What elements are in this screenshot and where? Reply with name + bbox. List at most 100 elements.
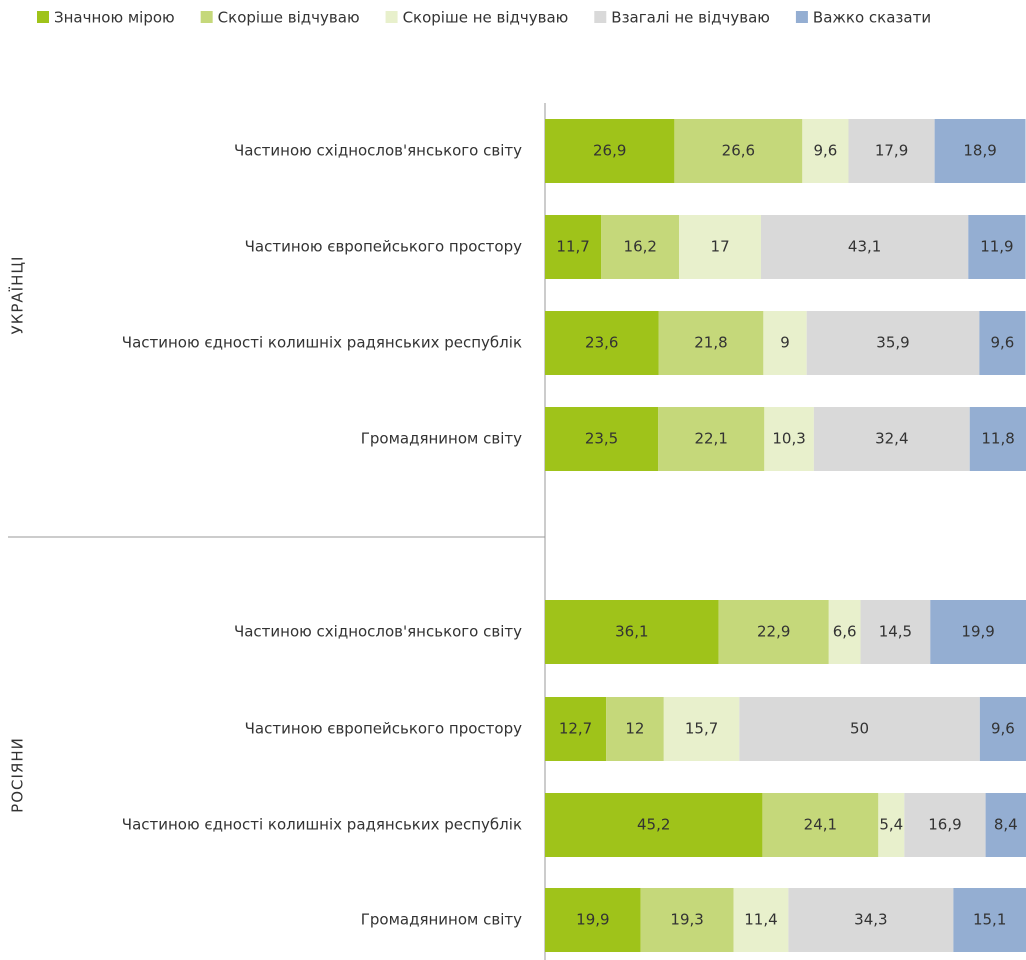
- value-label: 32,4: [875, 430, 908, 448]
- value-label: 43,1: [848, 238, 881, 256]
- bar-segment: [904, 793, 986, 857]
- value-label: 22,9: [757, 623, 790, 641]
- value-label: 8,4: [994, 816, 1018, 834]
- value-label: 36,1: [615, 623, 648, 641]
- bar-segment: [968, 215, 1026, 279]
- bar-segment: [545, 600, 719, 664]
- bar-segment: [860, 600, 931, 664]
- bar-segment: [764, 407, 814, 471]
- value-label: 11,8: [981, 430, 1014, 448]
- value-label: 15,7: [685, 720, 718, 738]
- value-label: 19,9: [961, 623, 994, 641]
- value-label: 21,8: [694, 334, 727, 352]
- bar-segment: [979, 311, 1026, 375]
- bar-segment: [760, 215, 969, 279]
- group-label: УКРАЇНЦІ: [8, 256, 27, 335]
- value-label: 12,7: [559, 720, 592, 738]
- legend-swatch: [37, 11, 49, 23]
- value-label: 22,1: [694, 430, 727, 448]
- value-label: 50: [850, 720, 869, 738]
- category-label: Частиною єдності колишніх радянських рес…: [122, 334, 522, 352]
- value-label: 10,3: [772, 430, 805, 448]
- legend-swatch: [594, 11, 607, 23]
- value-label: 6,6: [833, 623, 857, 641]
- value-label: 34,3: [854, 911, 887, 929]
- value-label: 11,4: [744, 911, 777, 929]
- legend-label: Взагалі не відчуваю: [611, 9, 770, 27]
- bar-segment: [545, 119, 675, 183]
- value-label: 26,9: [593, 142, 626, 160]
- bar-segment: [718, 600, 829, 664]
- legend-swatch: [795, 11, 808, 23]
- bar-segment: [930, 600, 1026, 664]
- bar-segment: [969, 407, 1026, 471]
- bar-segment: [606, 697, 664, 761]
- category-label: Частиною єдності колишніх радянських рес…: [122, 816, 522, 834]
- bar-segment: [762, 793, 879, 857]
- value-label: 19,3: [670, 911, 703, 929]
- value-label: 45,2: [637, 816, 670, 834]
- bar-segment: [848, 119, 935, 183]
- value-label: 9,6: [991, 334, 1015, 352]
- group-label: РОСІЯНИ: [9, 737, 27, 813]
- value-label: 16,9: [928, 816, 961, 834]
- value-label: 11,9: [980, 238, 1013, 256]
- bar-segment: [763, 311, 807, 375]
- bar-segment: [663, 697, 740, 761]
- legend-swatch: [385, 11, 398, 23]
- value-label: 9,6: [813, 142, 837, 160]
- bar-segment: [979, 697, 1026, 761]
- value-label: 23,5: [585, 430, 618, 448]
- value-label: 18,9: [963, 142, 996, 160]
- bar-segment: [985, 793, 1026, 857]
- category-label: Частиною східнослов'янського світу: [234, 623, 522, 641]
- legend-swatch: [200, 11, 213, 23]
- value-label: 5,4: [879, 816, 903, 834]
- bar-segment: [934, 119, 1026, 183]
- bar-segment: [658, 311, 764, 375]
- bar-segment: [640, 888, 734, 952]
- value-label: 14,5: [879, 623, 912, 641]
- bar-segment: [828, 600, 861, 664]
- legend-label: Скоріше не відчуваю: [403, 9, 569, 27]
- bar-segment: [733, 888, 789, 952]
- category-label: Громадянином світу: [361, 430, 522, 448]
- value-label: 17,9: [875, 142, 908, 160]
- value-label: 9,6: [991, 720, 1015, 738]
- value-label: 9: [780, 334, 790, 352]
- bar-segment: [806, 311, 980, 375]
- value-label: 23,6: [585, 334, 618, 352]
- value-label: 11,7: [556, 238, 589, 256]
- bar-segment: [545, 793, 763, 857]
- value-label: 17: [711, 238, 730, 256]
- category-label: Частиною європейського простору: [245, 720, 522, 738]
- value-label: 16,2: [624, 238, 657, 256]
- value-label: 12: [625, 720, 644, 738]
- bar-segment: [739, 697, 980, 761]
- category-label: Частиною східнослов'янського світу: [234, 142, 522, 160]
- legend-label: Скоріше відчуваю: [218, 9, 360, 27]
- bar-segment: [545, 215, 602, 279]
- bar-segment: [674, 119, 803, 183]
- legend-label: Важко сказати: [813, 9, 931, 27]
- bar-segment: [545, 407, 659, 471]
- bar-segment: [878, 793, 905, 857]
- bar-segment: [545, 311, 659, 375]
- value-label: 19,9: [576, 911, 609, 929]
- bar-segment: [788, 888, 954, 952]
- value-label: 24,1: [804, 816, 837, 834]
- bar-segment: [813, 407, 970, 471]
- value-label: 15,1: [973, 911, 1006, 929]
- bar-segment: [679, 215, 761, 279]
- category-label: Громадянином світу: [361, 911, 522, 929]
- bar-segment: [802, 119, 849, 183]
- bar-segment: [545, 888, 641, 952]
- bar-segment: [658, 407, 765, 471]
- bar-segment: [601, 215, 680, 279]
- bar-segment: [545, 697, 607, 761]
- legend-label: Значною мірою: [54, 9, 175, 27]
- bar-segment: [953, 888, 1026, 952]
- value-label: 26,6: [722, 142, 755, 160]
